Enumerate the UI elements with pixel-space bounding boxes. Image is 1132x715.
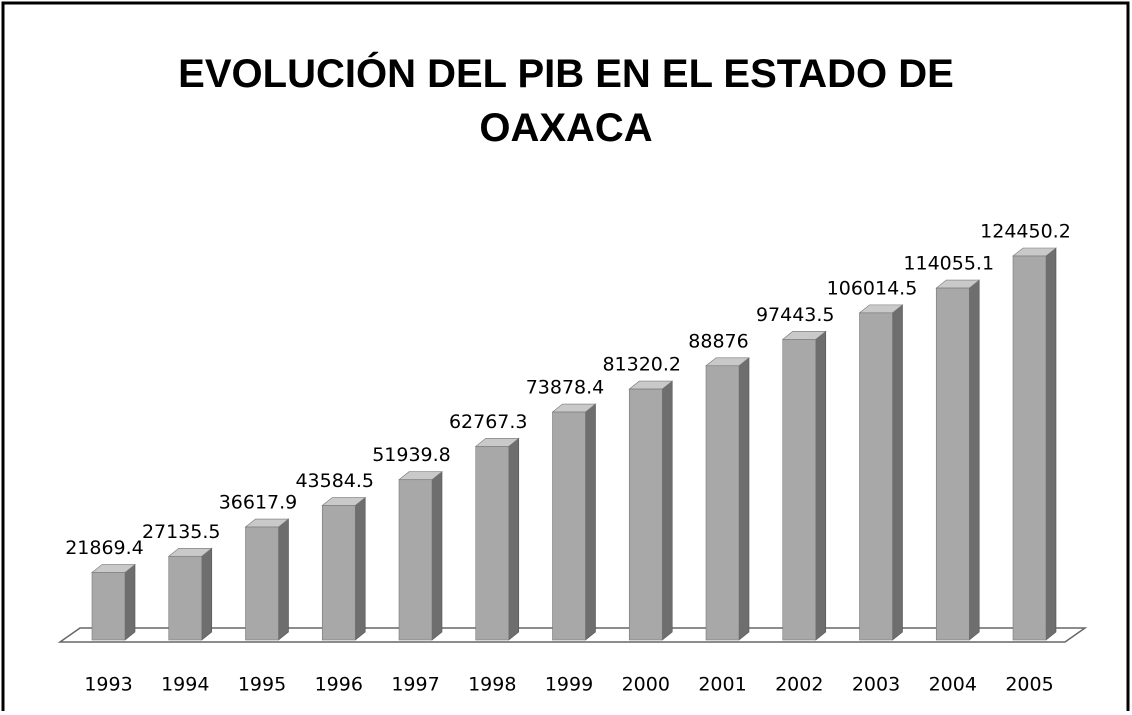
bar bbox=[705, 357, 750, 641]
bar-side bbox=[585, 403, 596, 641]
data-label: 97443.5 bbox=[756, 304, 835, 326]
bar-side bbox=[124, 563, 136, 641]
data-label: 21869.4 bbox=[65, 537, 144, 559]
x-tick-label: 2001 bbox=[698, 674, 746, 696]
x-tick-label: 2005 bbox=[1005, 674, 1053, 696]
x-tick-label: 2003 bbox=[852, 674, 900, 696]
x-tick-label: 1995 bbox=[238, 674, 286, 696]
bar-front bbox=[168, 555, 203, 641]
x-tick-label: 2000 bbox=[622, 674, 670, 696]
bar-front bbox=[91, 572, 126, 641]
bar bbox=[935, 279, 981, 641]
data-label: 27135.5 bbox=[142, 521, 221, 543]
data-label: 114055.1 bbox=[903, 253, 994, 275]
data-label: 124450.2 bbox=[980, 221, 1071, 243]
x-tick-label: 1994 bbox=[161, 674, 209, 696]
bar-side bbox=[354, 496, 366, 641]
data-label: 62767.3 bbox=[449, 411, 528, 433]
bar bbox=[91, 563, 136, 641]
bar-side bbox=[892, 304, 903, 641]
bar-front bbox=[859, 312, 893, 641]
bar bbox=[781, 330, 827, 641]
bar-front bbox=[245, 526, 279, 641]
x-tick-label: 1993 bbox=[84, 674, 132, 696]
bar-front bbox=[398, 479, 433, 641]
bar-front bbox=[628, 388, 663, 641]
bar-side bbox=[661, 380, 673, 641]
bar-side bbox=[738, 357, 750, 641]
bar-front bbox=[475, 446, 510, 641]
bar-front bbox=[321, 505, 356, 641]
data-label: 88876 bbox=[688, 330, 748, 352]
chart-title: EVOLUCIÓN DEL PIB EN EL ESTADO DE OAXACA bbox=[178, 50, 954, 150]
data-label: 43584.5 bbox=[295, 470, 374, 492]
bar bbox=[398, 471, 443, 641]
x-tick-label: 2004 bbox=[929, 674, 977, 696]
bar bbox=[858, 304, 904, 641]
bar-front bbox=[552, 411, 586, 641]
bar-side bbox=[508, 437, 520, 641]
data-label: 81320.2 bbox=[602, 354, 681, 376]
bar-front bbox=[935, 287, 970, 641]
bar-side bbox=[201, 547, 213, 641]
x-tick-label: 1998 bbox=[468, 674, 516, 696]
x-tick-label: 1996 bbox=[315, 674, 363, 696]
bar-side bbox=[278, 518, 289, 641]
data-label: 36617.9 bbox=[219, 492, 298, 514]
bar-side bbox=[1045, 247, 1057, 641]
bar-front bbox=[705, 365, 740, 641]
bar bbox=[474, 437, 520, 641]
bar-side bbox=[968, 279, 980, 641]
bar bbox=[1012, 247, 1057, 641]
x-tick-label: 1999 bbox=[545, 674, 593, 696]
bar bbox=[628, 380, 674, 641]
bar-front bbox=[782, 339, 817, 641]
data-label: 106014.5 bbox=[827, 277, 918, 299]
bar-side bbox=[815, 330, 827, 641]
bar bbox=[321, 496, 367, 641]
bar bbox=[551, 403, 597, 641]
bar-side bbox=[431, 471, 443, 641]
bar-front bbox=[1012, 255, 1047, 641]
data-label: 73878.4 bbox=[526, 377, 605, 399]
bar bbox=[167, 547, 213, 641]
x-tick-label: 1997 bbox=[391, 674, 439, 696]
data-label: 51939.8 bbox=[372, 444, 451, 466]
x-tick-label: 2002 bbox=[775, 674, 823, 696]
bar bbox=[244, 518, 290, 641]
